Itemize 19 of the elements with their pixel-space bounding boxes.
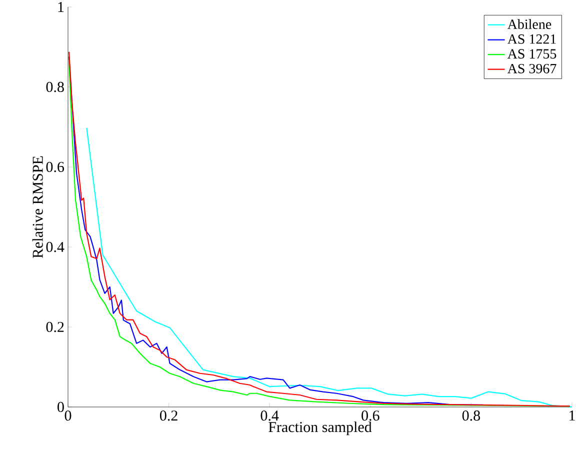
y-tick-label: 0.2 <box>46 322 64 332</box>
y-tick-label: 0.4 <box>46 242 64 252</box>
x-tick-label: 0 <box>64 410 72 421</box>
y-axis-title: Relative RMSPE <box>32 156 43 258</box>
x-tick-label: 0.4 <box>260 410 279 421</box>
legend-label: AS 1221 <box>507 34 556 44</box>
x-tick-label: 0.6 <box>362 410 380 421</box>
x-tick-label: 0.8 <box>462 410 480 421</box>
legend-label: Abilene <box>507 19 552 30</box>
y-tick-label: 0.6 <box>46 162 64 172</box>
y-tick-label: 0.8 <box>46 82 64 92</box>
y-tick-label: 0 <box>58 402 64 412</box>
legend-label: AS 1755 <box>507 49 556 59</box>
y-tick-label: 1 <box>58 2 64 12</box>
line-series <box>86 127 573 408</box>
x-tick-label: 0.2 <box>160 410 178 421</box>
x-tick-label: 1 <box>570 410 575 420</box>
x-axis-title: Fraction sampled <box>268 422 372 436</box>
legend-label: AS 3967 <box>507 64 556 74</box>
